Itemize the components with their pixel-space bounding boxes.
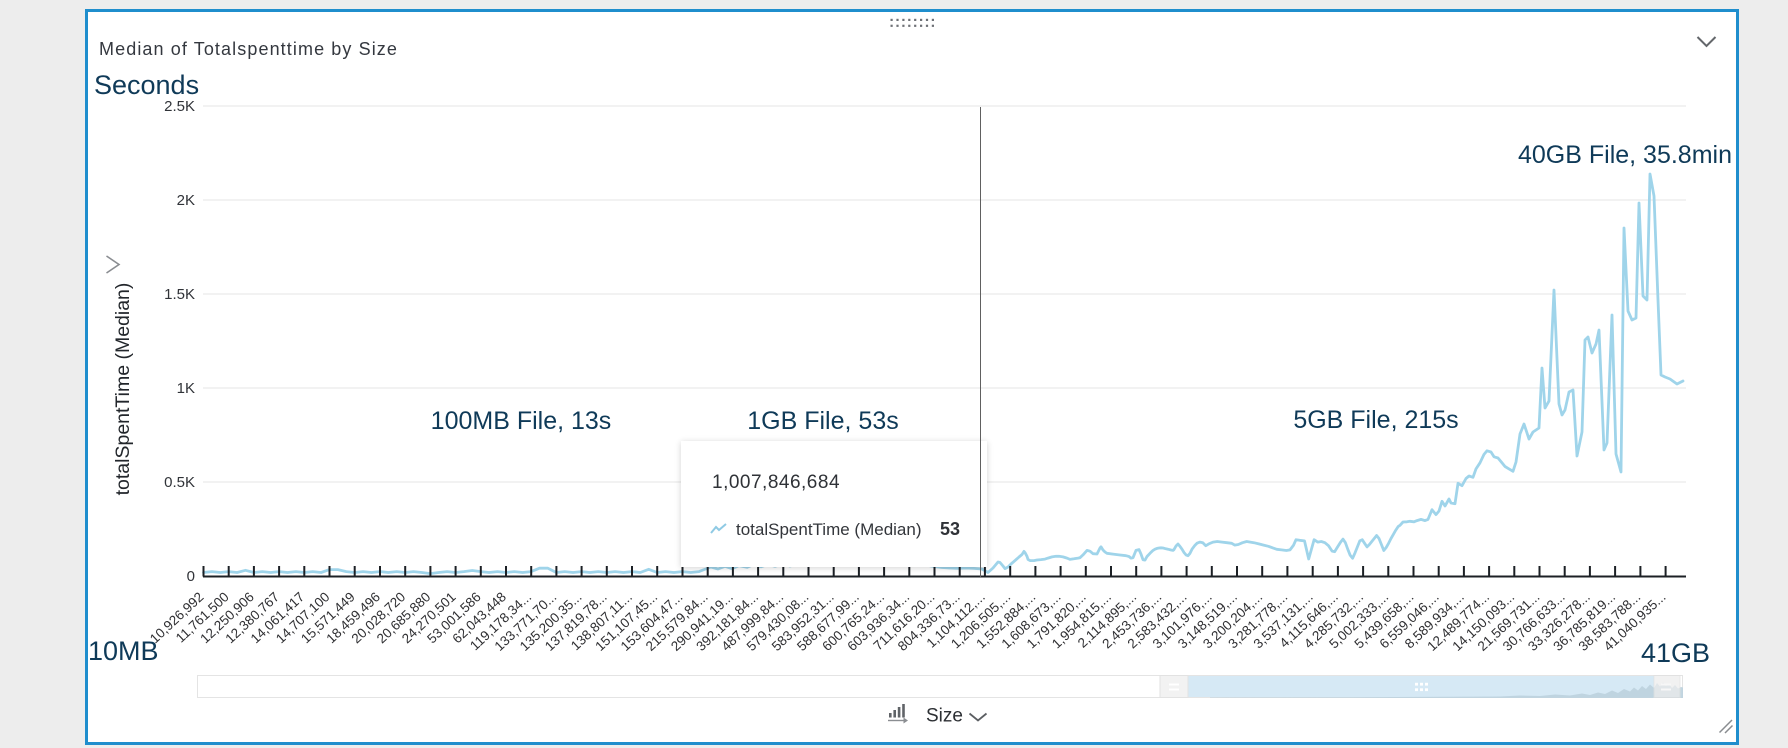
svg-text:2.5K: 2.5K <box>164 98 195 115</box>
svg-text:1K: 1K <box>177 380 195 397</box>
svg-text:0: 0 <box>187 568 195 585</box>
svg-text:Seconds: Seconds <box>94 70 199 100</box>
svg-text:1GB File, 53s: 1GB File, 53s <box>747 407 898 435</box>
svg-text:0.5K: 0.5K <box>164 474 195 491</box>
svg-text:Median of Totalspenttime by Si: Median of Totalspenttime by Size <box>99 39 398 59</box>
svg-text:10MB: 10MB <box>88 636 159 666</box>
svg-text:5GB File, 215s: 5GB File, 215s <box>1293 406 1458 434</box>
svg-text:1.5K: 1.5K <box>164 286 195 303</box>
svg-text:Size: Size <box>926 706 963 727</box>
svg-text:100MB File, 13s: 100MB File, 13s <box>431 407 612 435</box>
svg-text:40GB File, 35.8min: 40GB File, 35.8min <box>1518 141 1732 169</box>
svg-text:2K: 2K <box>177 192 195 209</box>
svg-text:totalSpentTime (Median): totalSpentTime (Median) <box>112 283 134 496</box>
svg-text:41GB: 41GB <box>1641 638 1710 668</box>
